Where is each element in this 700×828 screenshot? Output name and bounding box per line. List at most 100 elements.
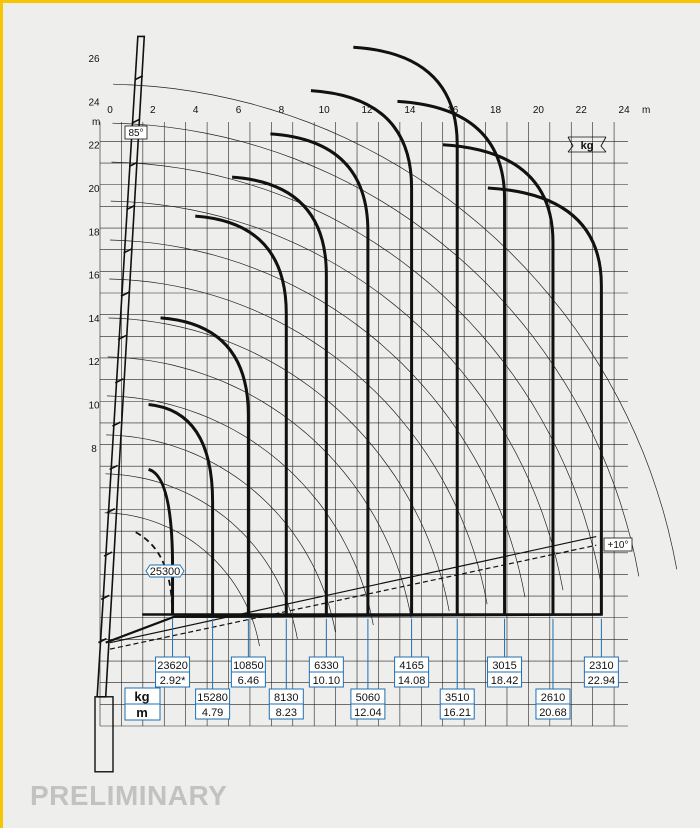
load-envelope <box>231 175 328 615</box>
load-value: 10850 <box>233 660 264 672</box>
boom-segment <box>120 291 130 297</box>
x-tick-label: 24 <box>619 105 631 116</box>
load-envelope <box>147 468 175 615</box>
units-legend-kg: kg <box>134 689 149 704</box>
min-angle-label: +10° <box>608 540 629 551</box>
radius-arc <box>108 317 450 612</box>
load-labels: 23620 2.92* 15280 4.79 10850 6.46 8130 8.23 6330… <box>155 618 619 720</box>
load-value: 3015 <box>492 660 516 672</box>
boom-segment <box>128 161 138 168</box>
x-tick-label: 8 <box>279 105 285 116</box>
x-tick-label: 6 <box>236 105 242 116</box>
x-tick-label: 12 <box>361 105 373 116</box>
radius-arc <box>112 122 640 577</box>
y-tick-label: 16 <box>88 271 100 282</box>
load-value: 3510 <box>445 692 469 704</box>
y-tick-label: 10 <box>88 401 100 412</box>
y-axis-unit: m <box>92 117 100 128</box>
radius-arc <box>105 473 298 640</box>
reach-value: 10.10 <box>313 675 341 687</box>
radius-arc <box>106 395 374 626</box>
boom-segment <box>114 378 124 384</box>
min-angle-box <box>603 537 633 552</box>
y-tick-label: 20 <box>88 184 100 195</box>
boom-ext-10deg-top <box>109 535 597 644</box>
boom-segment <box>103 551 113 557</box>
kg-legend: kg <box>581 140 594 152</box>
reach-value: 2.92* <box>160 675 186 687</box>
load-envelope <box>487 186 603 615</box>
load-envelope <box>270 132 370 615</box>
reach-value: 18.42 <box>491 675 519 687</box>
y-tick-label: 8 <box>91 444 97 455</box>
x-tick-label: 0 <box>107 105 113 116</box>
radius-arc <box>106 434 336 633</box>
tip-load-label: 25300 <box>150 566 181 578</box>
load-value: 23620 <box>157 660 188 672</box>
radius-arc <box>109 239 526 598</box>
y-tick-label: 14 <box>88 314 100 325</box>
load-value: 2310 <box>589 660 613 672</box>
load-value: 4165 <box>399 660 423 672</box>
x-tick-label: 22 <box>576 105 588 116</box>
x-tick-label: 4 <box>193 105 199 116</box>
boom-segment <box>117 334 127 341</box>
load-envelope <box>310 89 414 615</box>
reach-value: 4.79 <box>202 707 223 719</box>
boom-segment <box>112 421 121 427</box>
max-angle-label: 85° <box>128 128 143 139</box>
x-tick-label: 18 <box>490 105 502 116</box>
units-legend-m: m <box>136 705 148 720</box>
boom-segment <box>131 118 141 124</box>
boom-ext-10deg <box>109 544 597 650</box>
radius-arcs <box>104 83 678 647</box>
load-value: 2610 <box>541 692 565 704</box>
radius-arc <box>109 278 488 605</box>
load-value: 8130 <box>274 692 298 704</box>
boom-segment <box>123 248 132 254</box>
boom-segment <box>98 637 107 644</box>
y-tick-label: 26 <box>88 54 100 65</box>
x-tick-label: 14 <box>404 105 416 116</box>
tip-load-box <box>145 564 185 578</box>
max-angle-box <box>124 125 148 140</box>
load-envelopes <box>135 45 603 616</box>
x-tick-label: 10 <box>319 105 331 116</box>
reach-value: 8.23 <box>276 707 297 719</box>
reach-value: 6.46 <box>238 675 259 687</box>
reach-value: 22.94 <box>588 675 616 687</box>
radius-arc <box>110 200 564 591</box>
boom-base <box>94 696 114 773</box>
load-envelope <box>353 45 459 615</box>
boom-segment <box>100 594 110 601</box>
boom-segment <box>126 204 135 211</box>
preliminary-stamp: PRELIMINARY <box>30 780 228 811</box>
radius-arc <box>111 161 602 584</box>
load-value: 15280 <box>197 692 228 704</box>
y-tick-label: 18 <box>88 227 100 238</box>
reach-value: 20.68 <box>539 707 567 719</box>
reach-value: 12.04 <box>354 707 382 719</box>
y-tick-label: 12 <box>88 357 100 368</box>
x-tick-label: 20 <box>533 105 545 116</box>
radius-arc <box>113 83 678 570</box>
y-tick-label: 24 <box>88 97 100 108</box>
load-value: 6330 <box>314 660 338 672</box>
kg-bracket-icon <box>567 136 607 153</box>
boom-segment <box>109 464 118 471</box>
load-envelope <box>442 143 555 615</box>
radius-arc <box>107 356 412 619</box>
radius-arc <box>104 512 260 647</box>
load-envelope <box>160 316 250 615</box>
x-axis-unit: m <box>642 105 650 116</box>
reach-value: 16.21 <box>443 707 471 719</box>
boom-segment <box>106 508 116 514</box>
boom-segment <box>134 75 144 81</box>
load-envelope-dashed <box>135 531 174 613</box>
y-tick-label: 22 <box>88 141 100 152</box>
reach-value: 14.08 <box>398 675 426 687</box>
x-tick-label: 2 <box>150 105 156 116</box>
